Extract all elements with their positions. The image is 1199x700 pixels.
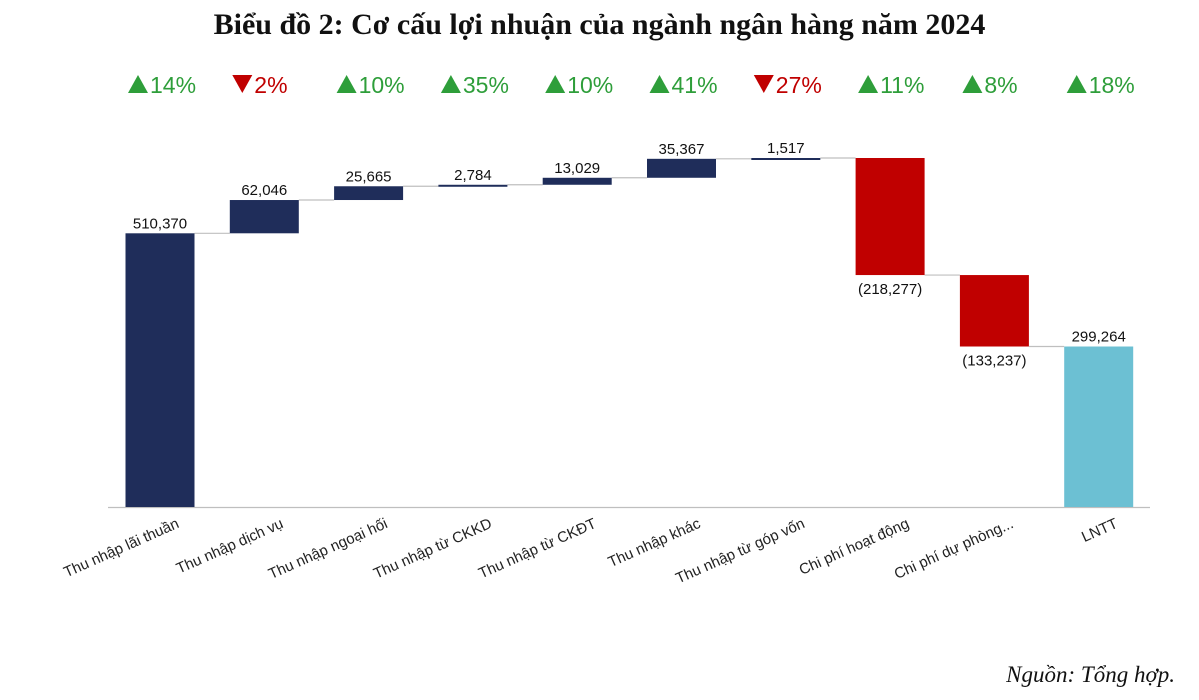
growth-indicator: 11%	[858, 72, 924, 98]
category-label: Thu nhập từ CKKD	[371, 515, 495, 582]
growth-label: 14%	[150, 72, 196, 98]
triangle-up-icon	[962, 75, 983, 93]
triangle-up-icon	[440, 75, 461, 93]
bar-2	[229, 200, 299, 234]
growth-label: 2%	[254, 72, 287, 98]
triangle-up-icon	[649, 75, 670, 93]
growth-indicator: 41%	[649, 72, 718, 98]
data-label: 1,517	[767, 140, 805, 157]
category-label: Thu nhập lãi thuần	[61, 515, 181, 581]
bar-8	[855, 158, 925, 276]
growth-label: 10%	[359, 72, 405, 98]
triangle-up-icon	[128, 75, 148, 93]
data-label: 13,029	[554, 160, 600, 177]
bar-7	[751, 158, 821, 160]
growth-indicator: 10%	[545, 72, 613, 98]
growth-label: 8%	[984, 72, 1017, 98]
growth-label: 11%	[880, 72, 924, 98]
data-label: 25,665	[346, 168, 392, 185]
growth-indicator: 27%	[753, 72, 822, 98]
category-label: Thu nhập khác	[606, 515, 704, 571]
data-label: 35,367	[659, 141, 705, 158]
data-label: (218,277)	[858, 281, 922, 298]
data-label: 299,264	[1072, 329, 1126, 346]
triangle-up-icon	[1066, 75, 1087, 93]
growth-indicator: 8%	[962, 72, 1018, 98]
category-label: LNTT	[1079, 515, 1120, 546]
growth-label: 10%	[567, 72, 613, 98]
triangle-up-icon	[858, 75, 879, 93]
growth-label: 18%	[1089, 72, 1135, 98]
growth-indicator: 14%	[128, 72, 196, 98]
bar-3	[334, 186, 404, 201]
triangle-down-icon	[232, 75, 253, 93]
data-label: 62,046	[241, 182, 287, 199]
triangle-up-icon	[545, 75, 566, 93]
growth-label: 35%	[463, 72, 509, 98]
category-label: Thu nhập từ CKĐT	[476, 515, 599, 582]
data-label: 510,370	[133, 215, 187, 232]
growth-indicator: 10%	[336, 72, 405, 98]
bar-9	[959, 275, 1029, 347]
source-note: Nguồn: Tổng hợp.	[1006, 662, 1175, 687]
bar-5	[542, 177, 612, 185]
category-label: Thu nhập ngoại hối	[266, 515, 390, 583]
bar-6	[647, 158, 716, 178]
triangle-up-icon	[336, 75, 357, 93]
bar-1	[125, 233, 195, 508]
chart-title: Biểu đồ 2: Cơ cấu lợi nhuận của ngành ng…	[213, 8, 986, 41]
triangle-down-icon	[753, 75, 774, 93]
data-label: (133,237)	[962, 353, 1026, 370]
data-label: 2,784	[454, 167, 492, 184]
growth-label: 41%	[672, 72, 718, 98]
growth-indicator: 18%	[1066, 72, 1135, 98]
growth-indicator: 2%	[232, 72, 288, 98]
category-label: Chi phí dự phòng...	[892, 515, 1016, 583]
bar-4	[438, 184, 508, 187]
bar-10	[1064, 346, 1134, 507]
growth-indicator: 35%	[440, 72, 509, 98]
growth-label: 27%	[776, 72, 822, 98]
